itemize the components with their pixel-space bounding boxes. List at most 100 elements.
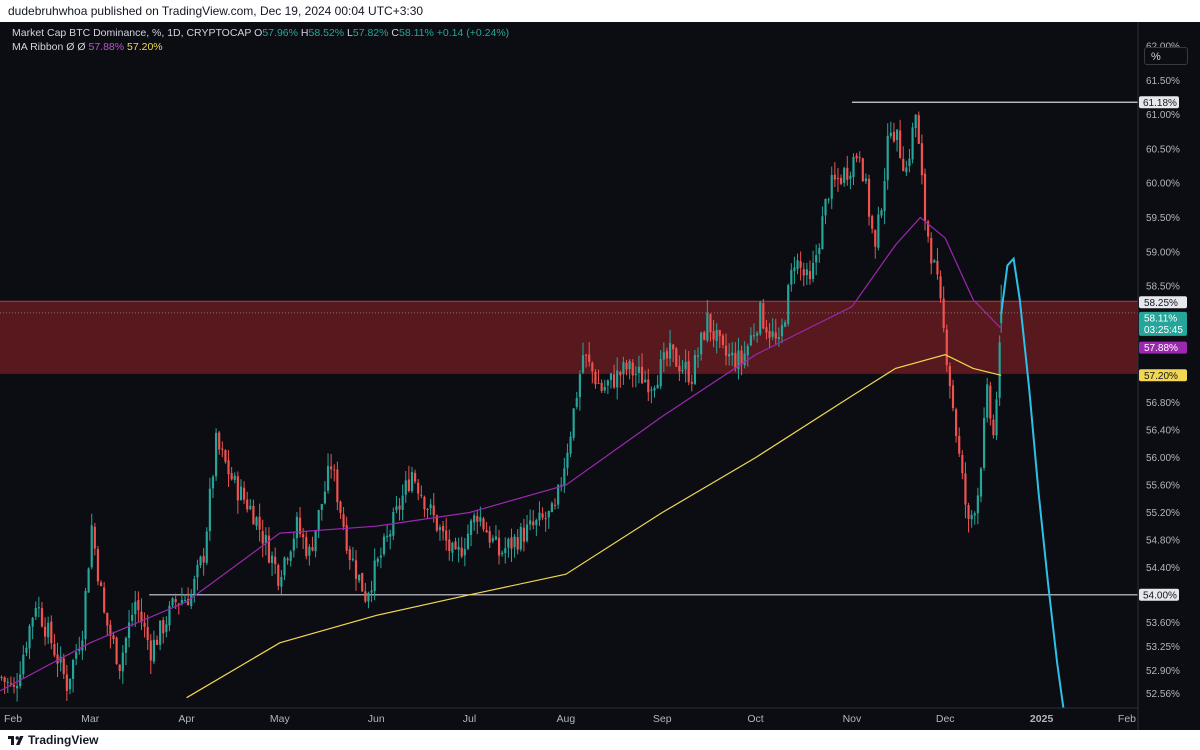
candle (510, 537, 513, 549)
candle (951, 385, 955, 409)
candle (827, 199, 830, 201)
time-tick-label: Feb (4, 713, 22, 725)
candle (927, 221, 930, 237)
candle (886, 135, 889, 181)
candle (106, 612, 109, 626)
candle (149, 640, 152, 661)
candle (47, 622, 50, 638)
candle (208, 488, 211, 532)
candle (501, 552, 504, 555)
price-chart[interactable]: 62.00%61.50%61.00%60.50%60.00%59.50%59.0… (0, 22, 1200, 730)
candle (976, 495, 979, 514)
candle (858, 157, 861, 159)
candle (423, 496, 426, 510)
candle (308, 546, 311, 556)
candle (622, 362, 625, 375)
candle (463, 549, 466, 556)
candle (936, 260, 939, 275)
candle (404, 480, 407, 495)
candle (983, 418, 986, 468)
candle (215, 432, 218, 477)
candle (317, 510, 320, 532)
price-tick-label: 55.60% (1146, 481, 1180, 492)
candle (239, 486, 243, 501)
candle (230, 473, 233, 480)
candle (84, 590, 87, 640)
ma-fast-line (0, 216, 1002, 692)
scale-mode-button[interactable]: % (1144, 47, 1188, 65)
candle (529, 520, 532, 525)
candle (588, 354, 591, 362)
price-tick-label: 52.90% (1146, 666, 1180, 677)
time-tick-label: Mar (81, 713, 100, 725)
candle (525, 524, 529, 541)
candle (401, 495, 404, 511)
candle (342, 514, 345, 527)
candle (852, 156, 855, 178)
time-tick-label: Dec (936, 713, 955, 725)
candle (115, 637, 118, 664)
candle (899, 130, 902, 158)
candle (637, 366, 641, 373)
candle (569, 436, 572, 454)
candle (103, 587, 106, 613)
candle (774, 332, 777, 339)
chart-canvas[interactable]: 62.00%61.50%61.00%60.50%60.00%59.50%59.0… (0, 22, 1200, 730)
price-tag (1139, 311, 1187, 336)
candle (662, 352, 665, 360)
resistance-zone-layer (0, 300, 1138, 374)
candle (274, 556, 277, 565)
price-tag (1139, 296, 1187, 309)
price-tick-label: 55.20% (1146, 508, 1180, 519)
candle (634, 374, 637, 376)
candle (159, 620, 162, 645)
candle (445, 530, 448, 541)
candle (839, 177, 843, 184)
candle (50, 621, 53, 644)
candle (59, 656, 62, 663)
time-tick-label: 2025 (1030, 713, 1054, 725)
time-axis[interactable]: Feb Mar Apr May Jun Jul Aug Sep Oct Nov Dec 2025 Feb (4, 713, 1136, 725)
time-tick-label: Nov (843, 713, 862, 725)
candle (967, 505, 970, 519)
time-tick-label: Oct (747, 713, 763, 725)
time-tick-label: Jun (368, 713, 385, 725)
candle (302, 534, 305, 538)
candle (389, 534, 392, 537)
candle (992, 419, 995, 436)
candle (507, 538, 510, 548)
candle (174, 599, 177, 603)
candle (441, 525, 445, 532)
candle (787, 285, 790, 324)
candle (619, 371, 622, 376)
candle (277, 565, 280, 586)
candle (777, 337, 780, 340)
candle (659, 359, 662, 387)
level-price-tag-label: 54.00% (1143, 590, 1177, 601)
price-tick-label: 61.50% (1146, 76, 1180, 87)
candle (43, 626, 47, 637)
candle (799, 261, 802, 268)
candle (771, 331, 774, 337)
candle (628, 360, 631, 370)
candle (830, 174, 833, 199)
candle (973, 513, 976, 516)
candle (420, 494, 423, 496)
candle (131, 615, 134, 621)
candle (90, 525, 93, 568)
candle (177, 603, 180, 605)
candle (970, 514, 973, 520)
symbol-legend[interactable]: Market Cap BTC Dominance, %, 1D, CRYPTOC… (12, 27, 509, 39)
candle (199, 556, 202, 566)
candle (895, 129, 899, 141)
time-tick-label: Sep (653, 713, 672, 725)
ma-ribbon-legend[interactable]: MA Ribbon Ø Ø 57.88% 57.20% (12, 41, 163, 53)
candle (889, 132, 892, 136)
symbol-name: Market Cap BTC Dominance, %, 1D, CRYPTOC… (12, 27, 252, 39)
candle (914, 114, 917, 129)
candle (908, 158, 911, 167)
candle (917, 115, 920, 144)
candle (700, 332, 703, 355)
candle (323, 491, 327, 504)
candle (864, 178, 868, 182)
